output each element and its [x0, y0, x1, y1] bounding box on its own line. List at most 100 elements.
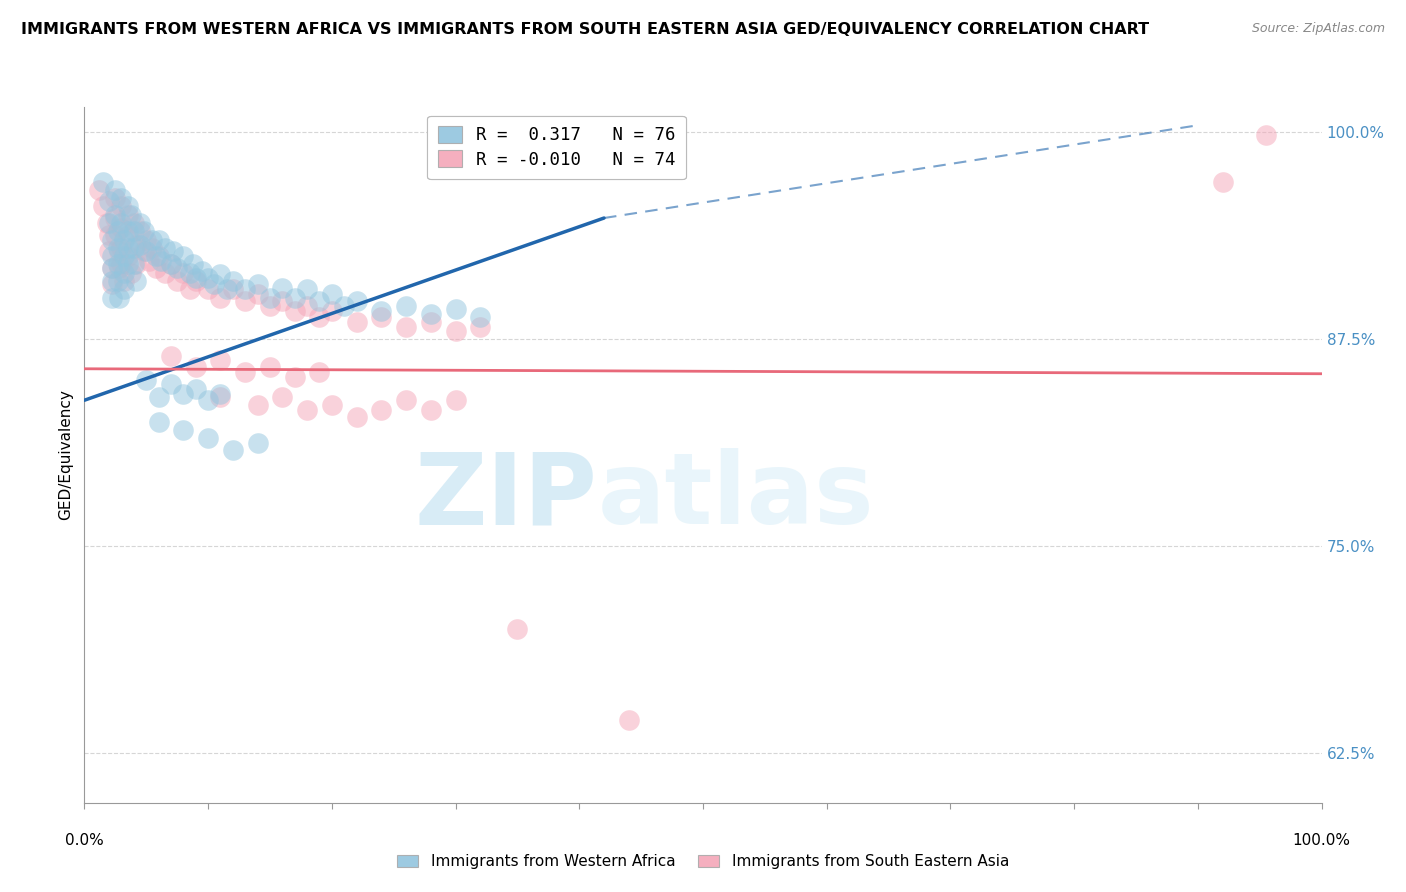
Point	[295, 299, 318, 313]
Text: 100.0%: 100.0%	[1292, 832, 1351, 847]
Point	[107, 224, 129, 238]
Point	[110, 257, 132, 271]
Point	[271, 293, 294, 308]
Point	[138, 254, 160, 268]
Point	[184, 360, 207, 375]
Point	[1212, 175, 1234, 189]
Point	[470, 320, 492, 334]
Point	[370, 303, 392, 318]
Point	[108, 291, 131, 305]
Point	[125, 237, 148, 252]
Point	[444, 324, 467, 338]
Point	[419, 315, 441, 329]
Point	[162, 244, 184, 259]
Point	[321, 303, 343, 318]
Text: atlas: atlas	[598, 448, 875, 545]
Point	[184, 270, 207, 285]
Point	[110, 191, 132, 205]
Point	[107, 241, 129, 255]
Point	[96, 216, 118, 230]
Point	[100, 233, 122, 247]
Text: 0.0%: 0.0%	[65, 832, 104, 847]
Point	[98, 244, 121, 259]
Point	[470, 310, 492, 325]
Point	[179, 266, 201, 280]
Point	[107, 274, 129, 288]
Text: Source: ZipAtlas.com: Source: ZipAtlas.com	[1251, 22, 1385, 36]
Point	[91, 175, 114, 189]
Point	[191, 264, 214, 278]
Point	[308, 310, 330, 325]
Point	[129, 237, 152, 252]
Point	[202, 277, 225, 292]
Point	[160, 376, 183, 391]
Point	[153, 241, 176, 255]
Point	[112, 282, 135, 296]
Point	[259, 360, 281, 375]
Point	[246, 277, 269, 292]
Point	[284, 303, 307, 318]
Point	[108, 244, 131, 259]
Point	[444, 393, 467, 408]
Point	[295, 403, 318, 417]
Point	[184, 382, 207, 396]
Point	[181, 257, 204, 271]
Point	[104, 183, 127, 197]
Point	[110, 216, 132, 230]
Point	[104, 191, 127, 205]
Point	[197, 431, 219, 445]
Legend: R =  0.317   N = 76, R = -0.010   N = 74: R = 0.317 N = 76, R = -0.010 N = 74	[427, 116, 686, 179]
Point	[222, 442, 245, 457]
Point	[91, 199, 114, 213]
Point	[89, 183, 111, 197]
Point	[617, 713, 640, 727]
Point	[100, 249, 122, 263]
Text: IMMIGRANTS FROM WESTERN AFRICA VS IMMIGRANTS FROM SOUTH EASTERN ASIA GED/EQUIVAL: IMMIGRANTS FROM WESTERN AFRICA VS IMMIGR…	[21, 22, 1149, 37]
Point	[145, 249, 167, 263]
Point	[506, 622, 529, 636]
Point	[346, 409, 368, 424]
Point	[107, 257, 129, 271]
Point	[209, 386, 232, 401]
Point	[104, 227, 127, 242]
Point	[172, 386, 194, 401]
Point	[246, 436, 269, 450]
Point	[100, 260, 122, 275]
Point	[166, 260, 188, 275]
Point	[419, 403, 441, 417]
Point	[122, 216, 145, 230]
Point	[184, 274, 207, 288]
Point	[271, 280, 294, 294]
Point	[145, 260, 167, 275]
Point	[112, 266, 135, 280]
Point	[172, 249, 194, 263]
Point	[122, 241, 145, 255]
Point	[295, 282, 318, 296]
Point	[160, 349, 183, 363]
Point	[117, 227, 139, 242]
Point	[209, 268, 232, 282]
Point	[259, 291, 281, 305]
Point	[135, 244, 157, 259]
Point	[117, 249, 139, 263]
Point	[125, 257, 148, 271]
Y-axis label: GED/Equivalency: GED/Equivalency	[58, 390, 73, 520]
Point	[209, 291, 232, 305]
Point	[148, 233, 170, 247]
Point	[395, 299, 418, 313]
Point	[370, 310, 392, 325]
Point	[108, 260, 131, 275]
Point	[172, 423, 194, 437]
Point	[233, 365, 256, 379]
Point	[284, 370, 307, 384]
Point	[135, 233, 157, 247]
Point	[197, 282, 219, 296]
Point	[117, 241, 139, 255]
Point	[148, 415, 170, 429]
Point	[148, 390, 170, 404]
Point	[233, 282, 256, 296]
Point	[321, 287, 343, 301]
Point	[132, 224, 155, 238]
Point	[135, 373, 157, 387]
Point	[132, 244, 155, 259]
